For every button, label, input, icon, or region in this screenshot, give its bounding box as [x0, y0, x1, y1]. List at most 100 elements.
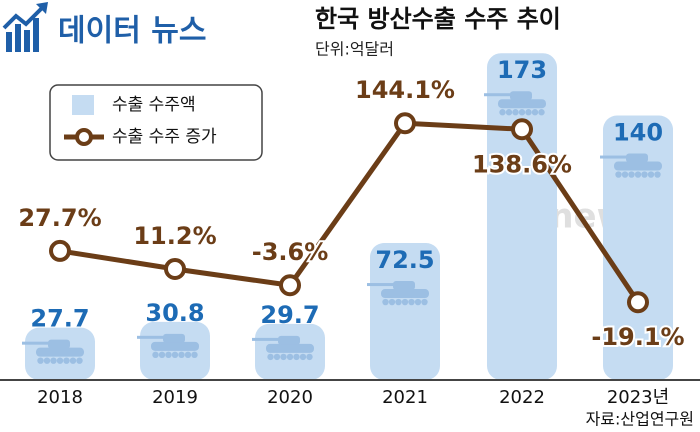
logo-icon: [2, 2, 48, 52]
tank-wheel: [293, 353, 300, 361]
line-value-label: 27.7%: [18, 204, 101, 232]
tank-wheel: [184, 351, 192, 359]
tank-wheel: [499, 109, 506, 116]
tank-wheel: [512, 109, 519, 116]
line-value-label: -19.1%: [591, 323, 684, 351]
tank-turret: [163, 333, 185, 343]
bar: [370, 243, 440, 380]
tank-wheel: [382, 298, 389, 306]
tank-wheel: [647, 171, 655, 178]
tank-wheel: [421, 298, 428, 306]
tank-gun: [600, 155, 628, 159]
bar-value-label: 140: [613, 119, 663, 147]
tank-wheel: [634, 171, 642, 178]
x-tick-label: 2019: [152, 387, 198, 408]
tank-gun: [137, 335, 165, 339]
line-value-label: 138.6%: [472, 150, 572, 178]
line: [59, 120, 641, 304]
tank-turret: [48, 339, 70, 349]
source: 자료:산업연구원: [586, 410, 694, 429]
legend-label: 수출 수주 증가: [112, 127, 217, 147]
tank-turret: [510, 91, 532, 101]
tank-wheel: [531, 109, 539, 116]
tank-wheel: [63, 357, 70, 364]
tank-wheel: [388, 298, 396, 306]
tank-icon: [600, 153, 662, 178]
tank-wheel: [538, 109, 545, 116]
tank-wheel: [280, 353, 287, 361]
tank-body: [151, 341, 199, 351]
tank-wheel: [525, 109, 532, 116]
tank-wheel: [178, 351, 185, 359]
bar: [140, 321, 210, 380]
tank-wheel: [518, 109, 526, 116]
tank-wheel: [641, 171, 648, 178]
chart-title: 한국 방산수출 수주 추이: [315, 5, 561, 33]
tank-wheel: [306, 353, 313, 361]
chart-subtitle: 단위:억달러: [315, 40, 394, 59]
tank-wheel: [628, 171, 635, 178]
logo-text: 데이터 뉴스: [58, 14, 206, 49]
tank-turret: [278, 335, 300, 345]
tank-body: [266, 343, 314, 353]
x-tick-label: 2021: [382, 387, 428, 408]
bar-value-label: 30.8: [145, 299, 204, 327]
bar: [487, 53, 557, 380]
tank-icon: [252, 335, 314, 361]
tank-wheel: [654, 171, 661, 178]
tank-wheel: [401, 298, 409, 306]
tank-turret: [393, 281, 415, 291]
tank-wheel: [69, 357, 77, 364]
legend-box: [49, 84, 263, 161]
tank-wheel: [299, 353, 307, 361]
tank-wheel: [43, 357, 51, 364]
tank-wheel: [621, 171, 629, 178]
tank-wheel: [50, 357, 57, 364]
tank-gun: [484, 93, 512, 97]
line-value-label: 144.1%: [355, 76, 455, 104]
line-value-label: 11.2%: [133, 222, 216, 250]
tank-body: [381, 289, 429, 299]
bar-value-label: 29.7: [260, 301, 319, 329]
tank-turret: [626, 153, 648, 163]
tank-icon: [367, 281, 429, 306]
tank-gun: [22, 341, 50, 345]
bar-value-label: 173: [497, 56, 547, 84]
tank-gun: [252, 337, 280, 341]
x-tick-label: 2023년: [607, 387, 669, 408]
tank-body: [614, 161, 662, 171]
line-marker: [627, 291, 649, 314]
tank-wheel: [76, 357, 83, 364]
tank-body: [498, 99, 546, 109]
tank-wheel: [165, 351, 172, 359]
legend-swatch-bar: [72, 95, 94, 115]
line-marker: [394, 112, 416, 135]
tank-wheel: [414, 298, 422, 306]
bar-value-label: 72.5: [375, 246, 434, 274]
tank-wheel: [37, 357, 44, 364]
legend-label: 수출 수주액: [112, 95, 196, 115]
tank-wheel: [56, 357, 64, 364]
x-tick-label: 2018: [37, 387, 83, 408]
tank-body: [36, 347, 84, 357]
tank-wheel: [395, 298, 402, 306]
tank-wheel: [267, 353, 274, 361]
bar-value-label: 27.7: [30, 305, 89, 333]
tank-wheel: [286, 353, 294, 361]
tank-wheel: [171, 351, 179, 359]
x-tick-label: 2022: [499, 387, 545, 408]
tank-wheel: [273, 353, 281, 361]
line-marker: [49, 239, 71, 262]
legend-swatch-marker: [75, 128, 93, 146]
tank-icon: [137, 333, 199, 359]
tank-wheel: [191, 351, 198, 359]
tank-wheel: [615, 171, 622, 178]
tank-gun: [367, 283, 395, 287]
line-marker: [511, 118, 533, 141]
tank-icon: [22, 339, 84, 364]
tank-wheel: [505, 109, 513, 116]
tank-wheel: [152, 351, 159, 359]
line-marker: [279, 274, 301, 297]
tank-icon: [484, 91, 546, 116]
